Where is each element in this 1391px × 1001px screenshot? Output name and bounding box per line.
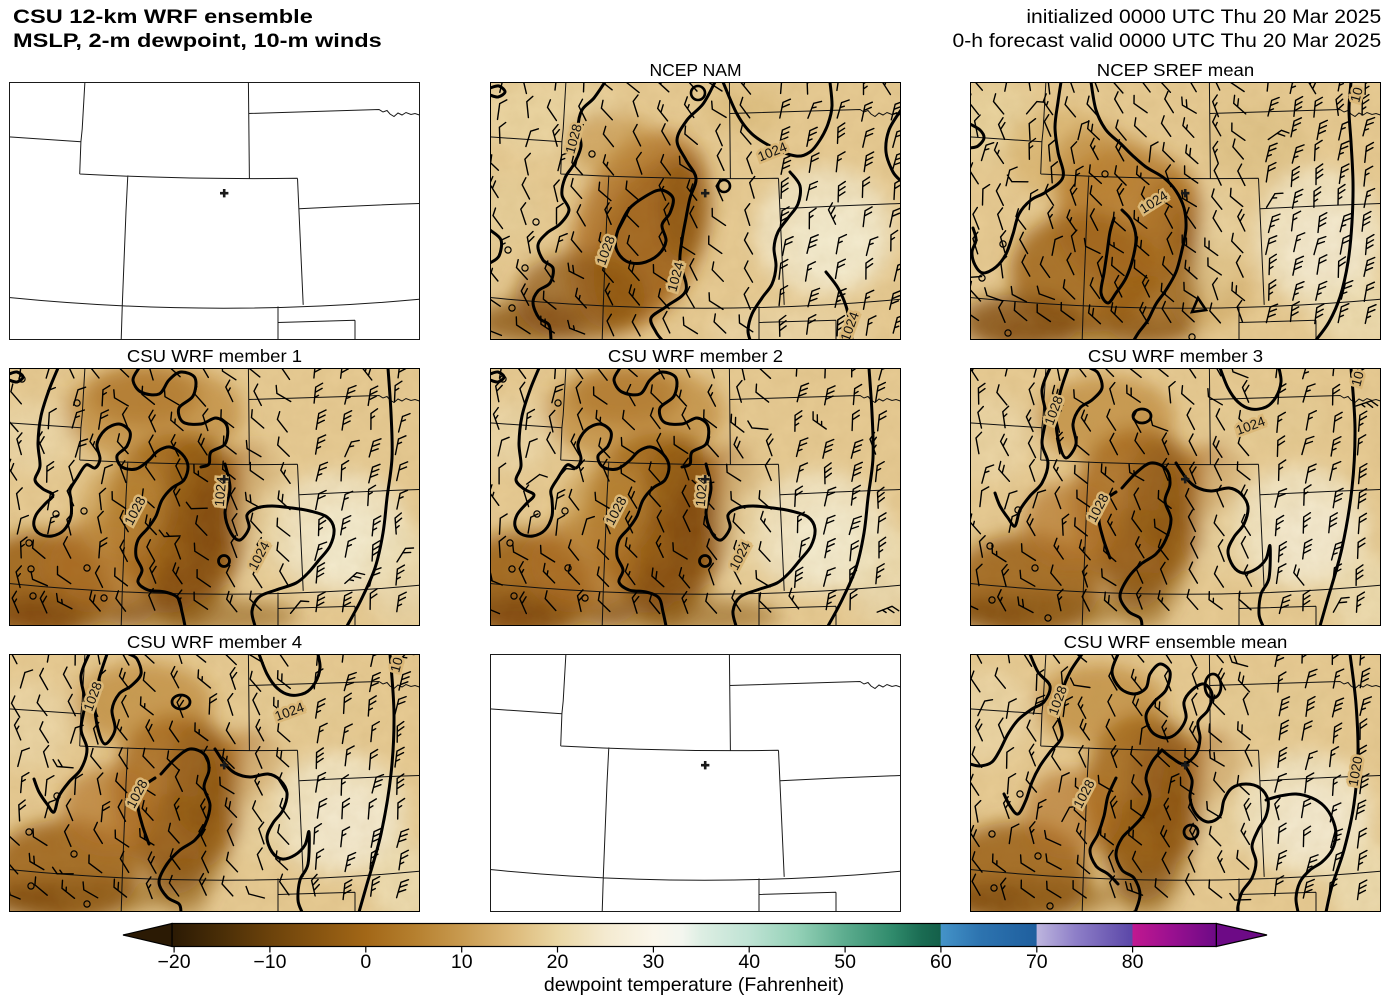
svg-text:10: 10: [1347, 86, 1365, 104]
svg-text:−10: −10: [253, 951, 286, 973]
svg-text:20: 20: [547, 951, 569, 973]
svg-text:−20: −20: [158, 951, 191, 973]
svg-text:80: 80: [1122, 951, 1144, 973]
svg-text:dewpoint temperature (Fahrenhe: dewpoint temperature (Fahrenheit): [544, 974, 844, 996]
svg-text:70: 70: [1026, 951, 1048, 973]
svg-text:30: 30: [643, 951, 665, 973]
svg-text:40: 40: [738, 951, 760, 973]
svg-text:10: 10: [387, 656, 405, 674]
svg-text:1024: 1024: [212, 476, 230, 508]
svg-text:50: 50: [834, 951, 856, 973]
svg-text:10: 10: [451, 951, 473, 973]
svg-text:1024: 1024: [693, 476, 711, 508]
svg-text:10: 10: [1348, 370, 1366, 388]
svg-text:0: 0: [360, 951, 371, 973]
svg-text:60: 60: [930, 951, 952, 973]
